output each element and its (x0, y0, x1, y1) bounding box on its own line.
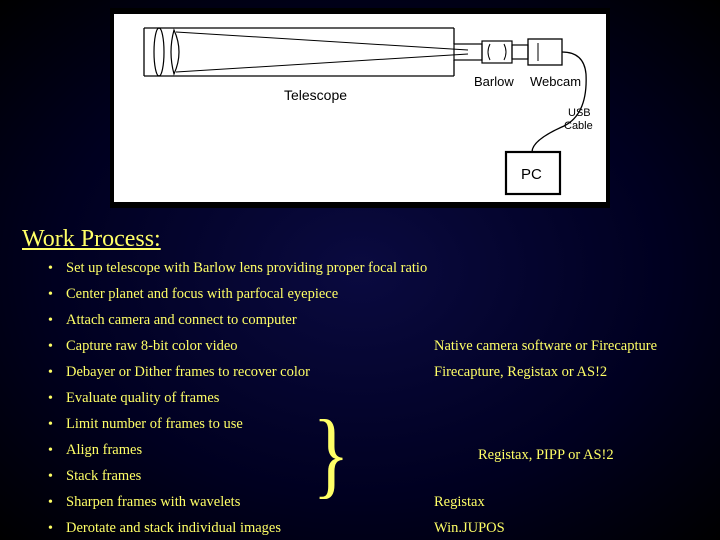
bullet-marker: • (48, 340, 66, 354)
list-item: •Attach camera and connect to computer (48, 313, 720, 328)
bullet-marker: • (48, 522, 66, 536)
list-item: •Capture raw 8-bit color videoNative cam… (48, 339, 720, 354)
step-text: Center planet and focus with parfocal ey… (66, 287, 434, 302)
label-telescope: Telescope (284, 87, 347, 103)
list-item: •Center planet and focus with parfocal e… (48, 287, 720, 302)
list-item: •Derotate and stack individual imagesWin… (48, 521, 720, 536)
step-text: Evaluate quality of frames (66, 391, 434, 406)
section-title: Work Process: (22, 226, 720, 253)
bullet-marker: • (48, 262, 66, 276)
step-software: Firecapture, Registax or AS!2 (434, 365, 720, 380)
step-software: Registax (434, 495, 720, 510)
step-text: Align frames (66, 443, 434, 458)
step-text: Limit number of frames to use (66, 417, 434, 432)
telescope-schematic: Telescope Barlow Webcam USB Cable PC (114, 14, 606, 202)
list-item: •Evaluate quality of frames (48, 391, 720, 406)
step-text: Set up telescope with Barlow lens provid… (66, 261, 434, 276)
step-text: Debayer or Dither frames to recover colo… (66, 365, 434, 380)
bullet-marker: • (48, 418, 66, 432)
label-webcam: Webcam (530, 74, 581, 89)
bullet-marker: • (48, 366, 66, 380)
list-item: •Stack frames (48, 469, 720, 484)
label-cable: Cable (564, 120, 593, 132)
step-software: Win.JUPOS (434, 521, 720, 536)
step-text: Stack frames (66, 469, 434, 484)
list-item: •Sharpen frames with waveletsRegistax (48, 495, 720, 510)
diagram-container: Telescope Barlow Webcam USB Cable PC (110, 8, 610, 208)
step-text: Attach camera and connect to computer (66, 313, 434, 328)
list-item: •Debayer or Dither frames to recover col… (48, 365, 720, 380)
bullet-marker: • (48, 496, 66, 510)
bullet-marker: • (48, 314, 66, 328)
bullet-marker: • (48, 392, 66, 406)
bullet-marker: • (48, 470, 66, 484)
bullet-list: } Registax, PIPP or AS!2 •Set up telesco… (48, 261, 720, 536)
label-barlow: Barlow (474, 74, 514, 89)
step-software: Native camera software or Firecapture (434, 339, 720, 354)
list-item: •Limit number of frames to use (48, 417, 720, 432)
bullet-marker: • (48, 444, 66, 458)
label-usb: USB (568, 107, 591, 119)
step-text: Capture raw 8-bit color video (66, 339, 434, 354)
step-text: Sharpen frames with wavelets (66, 495, 434, 510)
label-pc: PC (521, 166, 542, 183)
bullet-marker: • (48, 288, 66, 302)
step-text: Derotate and stack individual images (66, 521, 434, 536)
list-item: •Align frames (48, 443, 720, 458)
list-item: •Set up telescope with Barlow lens provi… (48, 261, 720, 276)
